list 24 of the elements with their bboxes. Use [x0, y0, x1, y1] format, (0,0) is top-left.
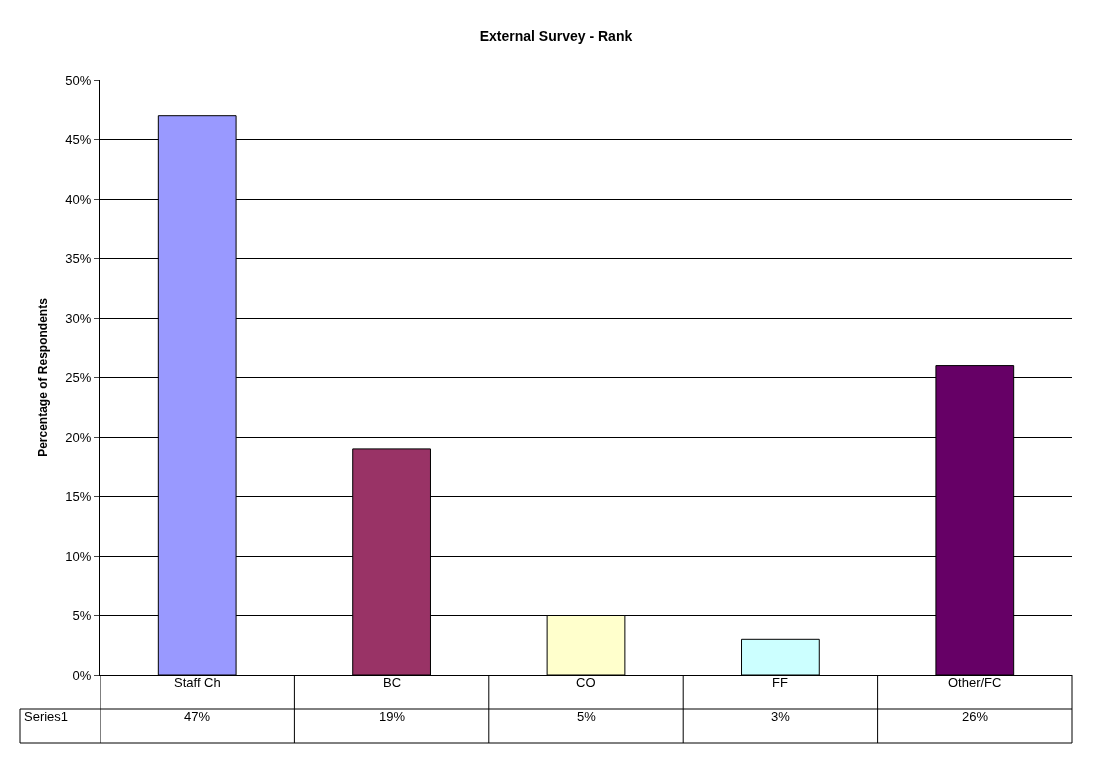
- data-label: 26%: [962, 709, 989, 724]
- y-tick-label: 30%: [65, 310, 92, 326]
- chart-title: External Survey - Rank: [479, 27, 633, 44]
- data-label: 19%: [379, 709, 406, 724]
- y-tick-label: 0%: [72, 667, 92, 683]
- x-tick-label: FF: [772, 675, 788, 690]
- y-tick-label: 35%: [65, 251, 92, 267]
- y-tick-label: 5%: [72, 608, 92, 624]
- x-tick-label: Staff Ch: [174, 675, 221, 690]
- y-tick-label: 25%: [65, 370, 92, 386]
- x-tick-label: Other/FC: [948, 675, 1002, 690]
- y-tick-label: 20%: [65, 429, 92, 445]
- y-tick-label: 50%: [65, 72, 92, 88]
- y-tick-label: 10%: [65, 548, 92, 564]
- data-label: 47%: [184, 709, 211, 724]
- y-axis-title: Percentage of Respondents: [35, 297, 50, 457]
- y-tick-label: 15%: [65, 489, 92, 505]
- text: Series1: [24, 709, 69, 724]
- y-tick-label: 40%: [65, 191, 92, 207]
- y-tick-label: 45%: [65, 132, 92, 148]
- data-label: 3%: [771, 709, 791, 724]
- x-tick-label: CO: [576, 675, 596, 690]
- data-label: 5%: [577, 709, 597, 724]
- x-tick-label: BC: [383, 675, 402, 690]
